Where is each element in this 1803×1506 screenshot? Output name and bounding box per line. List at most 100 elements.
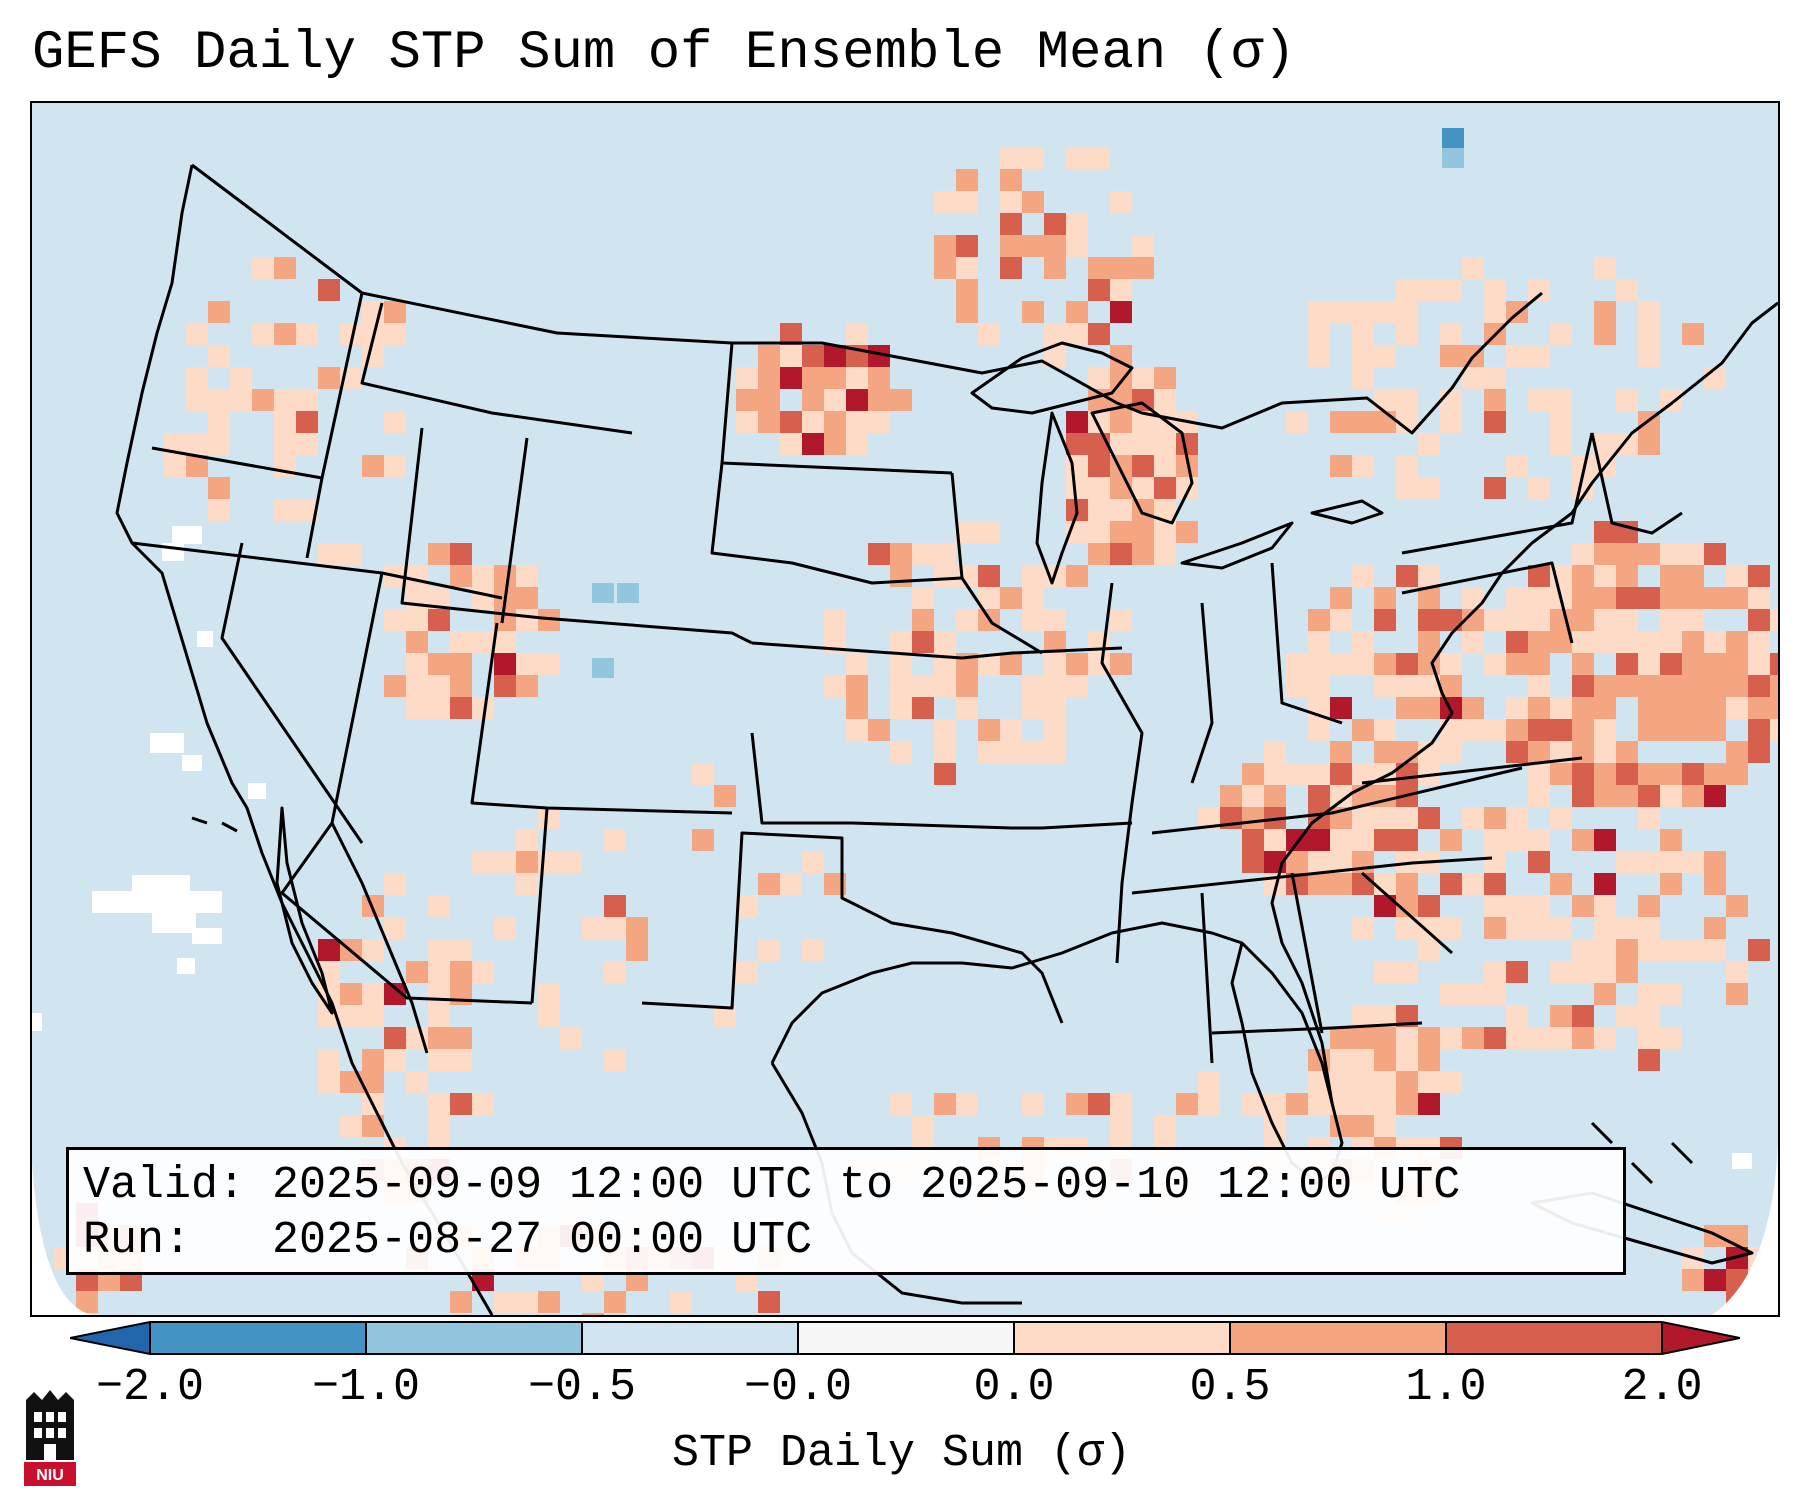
stp-cell <box>274 499 296 521</box>
stp-cell <box>1286 411 1308 433</box>
stp-cell <box>1000 741 1022 763</box>
stp-cell <box>1000 191 1022 213</box>
stp-cell <box>780 411 802 433</box>
stp-cell <box>1726 961 1748 983</box>
stp-cell <box>1528 741 1550 763</box>
stp-cell <box>824 345 846 367</box>
stp-cell <box>1726 983 1748 1005</box>
stp-cell <box>406 609 428 631</box>
logo-text: NIU <box>36 1467 64 1484</box>
stp-map[interactable] <box>32 103 1778 1315</box>
stp-cell <box>1110 499 1132 521</box>
stp-cell <box>1682 587 1704 609</box>
stp-cell <box>890 697 912 719</box>
stp-cell-negative <box>592 583 614 603</box>
stp-cell <box>1484 961 1506 983</box>
stp-cell <box>1286 1093 1308 1115</box>
stp-cell <box>1176 521 1198 543</box>
run-row: Run: 2025-08-27 00:00 UTC <box>83 1213 1609 1268</box>
stp-cell <box>912 543 934 565</box>
stp-cell <box>362 1071 384 1093</box>
stp-cell <box>186 323 208 345</box>
stp-cell <box>1000 147 1022 169</box>
stp-cell <box>1726 675 1748 697</box>
stp-cell <box>1638 983 1660 1005</box>
map-panel[interactable] <box>30 101 1780 1317</box>
stp-cell <box>1396 653 1418 675</box>
stp-cell <box>1330 873 1352 895</box>
stp-cell <box>1044 741 1066 763</box>
stp-cell <box>780 323 802 345</box>
stp-cell <box>1550 389 1572 411</box>
stp-cell <box>934 565 956 587</box>
stp-cell <box>1594 741 1616 763</box>
stp-cell <box>1528 895 1550 917</box>
stp-cell <box>1638 1005 1660 1027</box>
stp-cell <box>1396 1027 1418 1049</box>
stp-cell <box>1660 609 1682 631</box>
stp-cell <box>1110 433 1132 455</box>
stp-cell <box>1528 697 1550 719</box>
stp-cell <box>1044 213 1066 235</box>
stp-cell <box>428 1093 450 1115</box>
stp-cell <box>1528 763 1550 785</box>
stp-cell <box>428 543 450 565</box>
stp-cell <box>208 301 230 323</box>
stp-cell <box>1044 697 1066 719</box>
stp-cell <box>1484 367 1506 389</box>
stp-cell <box>1550 961 1572 983</box>
stp-cell <box>1506 895 1528 917</box>
stp-cell <box>956 257 978 279</box>
stp-cell <box>450 631 472 653</box>
stp-cell <box>1352 323 1374 345</box>
stp-cell <box>604 1049 626 1071</box>
stp-cell <box>494 917 516 939</box>
stp-cell <box>890 565 912 587</box>
stp-cell <box>362 1115 384 1137</box>
stp-cell <box>1110 279 1132 301</box>
stp-cell <box>1000 587 1022 609</box>
stp-cell <box>1396 301 1418 323</box>
stp-cell <box>1528 829 1550 851</box>
stp-cell <box>1110 1093 1132 1115</box>
stp-cell <box>230 367 252 389</box>
stp-cell <box>1594 301 1616 323</box>
stp-cell <box>1506 631 1528 653</box>
colorbar-extend-low <box>70 1322 150 1354</box>
stp-cell <box>1616 543 1638 565</box>
stp-cell <box>274 323 296 345</box>
stp-cell <box>1088 455 1110 477</box>
stp-cell <box>340 1005 362 1027</box>
stp-cell <box>1110 345 1132 367</box>
stp-cell <box>1660 631 1682 653</box>
state-line-ne-ks <box>751 641 963 660</box>
stp-cell <box>868 543 890 565</box>
stp-cell <box>1748 609 1770 631</box>
stp-cell <box>1264 741 1286 763</box>
stp-cell <box>1308 609 1330 631</box>
stp-cell <box>1528 719 1550 741</box>
stp-cell <box>1440 983 1462 1005</box>
stp-cell <box>1132 389 1154 411</box>
stp-cell <box>1506 653 1528 675</box>
stp-cell <box>1594 257 1616 279</box>
stp-cell <box>1638 851 1660 873</box>
state-line-pa <box>1401 561 1574 644</box>
stp-cell <box>1352 1027 1374 1049</box>
stp-cell <box>1660 675 1682 697</box>
stp-cell <box>318 543 340 565</box>
stp-cell <box>1594 587 1616 609</box>
stp-cell <box>1418 917 1440 939</box>
stp-cell <box>1132 411 1154 433</box>
stp-cell <box>890 1093 912 1115</box>
stp-cell <box>1462 587 1484 609</box>
stp-cell <box>934 1093 956 1115</box>
stp-cell <box>1022 609 1044 631</box>
valid-row: Valid: 2025-09-09 12:00 UTC to 2025-09-1… <box>83 1158 1609 1213</box>
stp-cell <box>824 389 846 411</box>
stp-cell <box>1044 257 1066 279</box>
stp-cell <box>560 851 582 873</box>
chart-title: GEFS Daily STP Sum of Ensemble Mean (σ) <box>32 23 1296 84</box>
stp-cell <box>296 411 318 433</box>
stp-cell <box>1572 719 1594 741</box>
